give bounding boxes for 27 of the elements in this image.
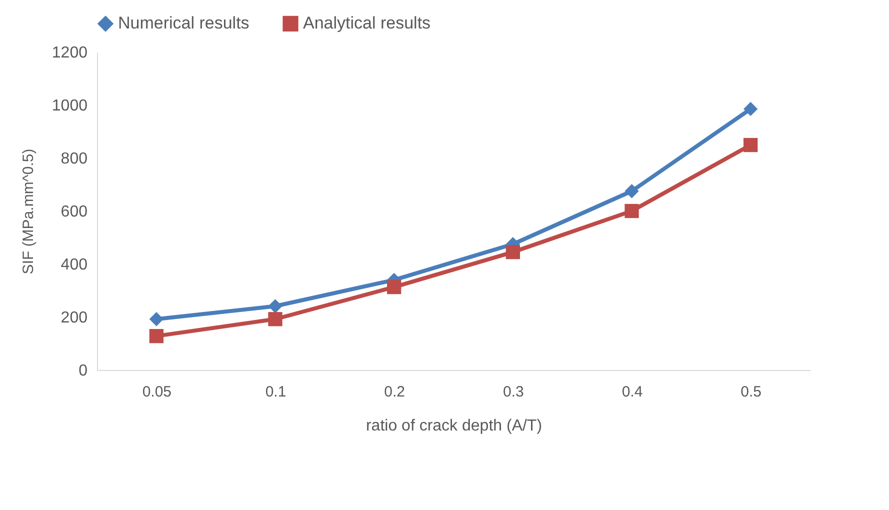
- x-tick-label: 0.1: [265, 384, 286, 400]
- point: [624, 184, 639, 198]
- point: [744, 102, 758, 116]
- y-tick-label: 200: [60, 310, 88, 326]
- x-tick-label: 0.05: [142, 384, 172, 400]
- point: [149, 312, 164, 326]
- x-tick-label: 0.3: [502, 384, 524, 400]
- point: [506, 245, 520, 260]
- x-tick-label: 0.2: [384, 384, 406, 400]
- x-tick-label: 0.4: [622, 384, 643, 400]
- y-tick-label: 1000: [52, 98, 88, 114]
- y-tick-label: 1200: [52, 44, 88, 62]
- point: [387, 280, 402, 294]
- point: [268, 299, 282, 314]
- point: [268, 312, 282, 326]
- y-tick-label: 800: [60, 150, 88, 168]
- point: [744, 138, 758, 152]
- x-axis-title: ratio of crack depth (A/T): [366, 418, 542, 434]
- legend-label: Analytical results: [303, 14, 431, 33]
- y-tick-label: 0: [78, 362, 88, 380]
- x-tick-label: 0.5: [740, 384, 762, 400]
- point: [149, 329, 164, 344]
- point: [624, 204, 639, 218]
- y-tick-label: 400: [60, 256, 88, 274]
- legend-label: Numerical results: [118, 14, 250, 33]
- y-tick-label: 600: [60, 204, 88, 220]
- y-axis-title: SIF (MPa.mm^0.5): [20, 148, 37, 274]
